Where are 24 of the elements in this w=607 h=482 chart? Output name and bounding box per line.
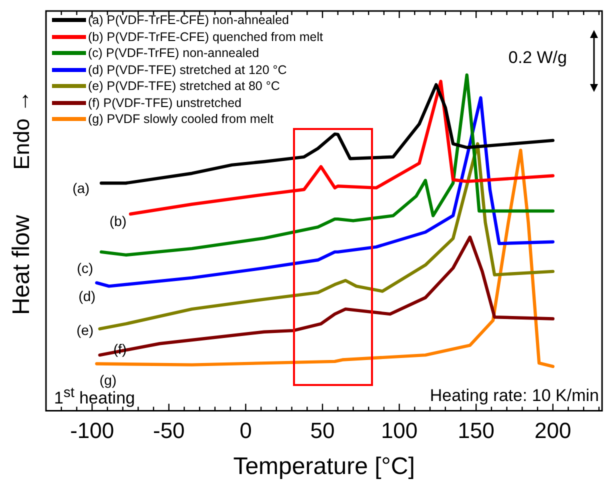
x-axis-title: Temperature [°C]: [233, 453, 415, 480]
legend-label: (f) P(VDF-TFE) unstretched: [88, 94, 242, 111]
legend-label: (c) P(VDF-TrFE) non-annealed: [88, 45, 260, 62]
y-axis-title: Heat flow: [8, 214, 36, 316]
x-tick-label: -100: [70, 418, 114, 444]
annotation: Heating rate: 10 K/min: [430, 386, 599, 406]
x-tick-label: 50: [310, 418, 335, 444]
x-tick-label: 150: [458, 418, 494, 444]
annotation: (e): [76, 322, 94, 338]
annotation: (b): [109, 213, 127, 229]
legend-label: (g) PVDF slowly cooled from melt: [88, 111, 274, 128]
text: 0.2 W/g: [508, 48, 567, 68]
x-tick-label: 0: [240, 418, 252, 444]
text: Endo →: [9, 90, 35, 170]
annotation: (a): [72, 180, 90, 196]
legend-label: (b) P(VDF-TrFE-CFE) quenched from melt: [88, 28, 323, 45]
annotation: (c): [76, 260, 94, 276]
legend-label: (d) P(VDF-TFE) stretched at 120 °C: [88, 62, 287, 78]
x-tick-label: 200: [534, 418, 572, 444]
x-tick-label: 100: [380, 418, 418, 444]
legend-label: (e) P(VDF-TFE) stretched at 80 °C: [88, 78, 280, 94]
annotation: (d): [78, 288, 96, 304]
legend-label: (a) P(VDF-TrFE-CFE) non-annealed: [88, 12, 289, 28]
x-tick-label: -50: [152, 418, 185, 444]
